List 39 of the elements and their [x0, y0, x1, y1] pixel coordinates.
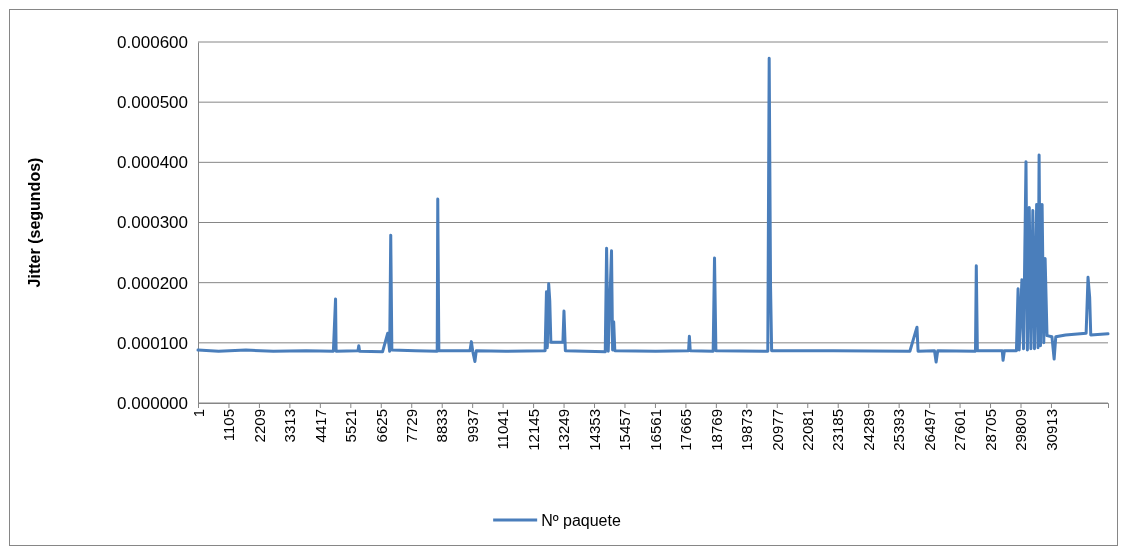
x-tick-label: 26497 [920, 409, 938, 451]
legend-label: Nº paquete [541, 512, 621, 529]
x-tick-label: 9937 [463, 409, 481, 443]
x-tick-label: 22081 [799, 409, 817, 451]
x-tick-label: 1105 [220, 409, 238, 442]
x-tick-label: 12145 [524, 409, 542, 451]
y-tick-label: 0.000300 [117, 213, 188, 233]
x-tick-label: 8833 [433, 409, 451, 443]
x-tick-label: 6625 [372, 409, 390, 443]
x-tick-label: 16561 [646, 409, 664, 451]
x-tick-label: 25393 [890, 409, 908, 451]
x-tick-label: 15457 [616, 409, 634, 451]
y-tick-label: 0.000000 [117, 393, 188, 413]
x-tick-label: 4417 [311, 409, 329, 443]
y-tick-label: 0.000500 [117, 93, 188, 113]
x-tick-label: 20977 [768, 409, 786, 451]
y-tick-label: 0.000100 [117, 333, 188, 353]
y-tick-label: 0.000200 [117, 273, 188, 293]
x-tick-label: 1 [189, 409, 207, 418]
y-tick-label: 0.000400 [117, 153, 188, 173]
x-tick-label: 18769 [707, 409, 725, 451]
line-series [196, 56, 1110, 364]
x-tick-label: 7729 [402, 409, 420, 443]
x-tick-label: 29809 [1012, 409, 1030, 451]
x-tick-label: 30913 [1042, 409, 1060, 451]
x-tick-label: 13249 [555, 409, 573, 451]
x-tick-label: 17665 [677, 409, 695, 451]
x-tick-label: 3313 [281, 409, 299, 443]
x-tick-label: 28705 [981, 409, 999, 451]
x-tick-label: 14353 [585, 409, 603, 451]
x-tick-label: 11041 [494, 409, 512, 450]
y-axis-title: Jitter (segundos) [26, 157, 43, 288]
x-tick-label: 2209 [250, 409, 268, 443]
x-tick-label: 23185 [829, 409, 847, 451]
x-tick-label: 5521 [342, 409, 360, 443]
x-tick-label: 27601 [951, 409, 969, 451]
x-tick-label: 19873 [738, 409, 756, 451]
y-tick-label: 0.000600 [117, 32, 188, 52]
x-tick-label: 24289 [859, 409, 877, 451]
